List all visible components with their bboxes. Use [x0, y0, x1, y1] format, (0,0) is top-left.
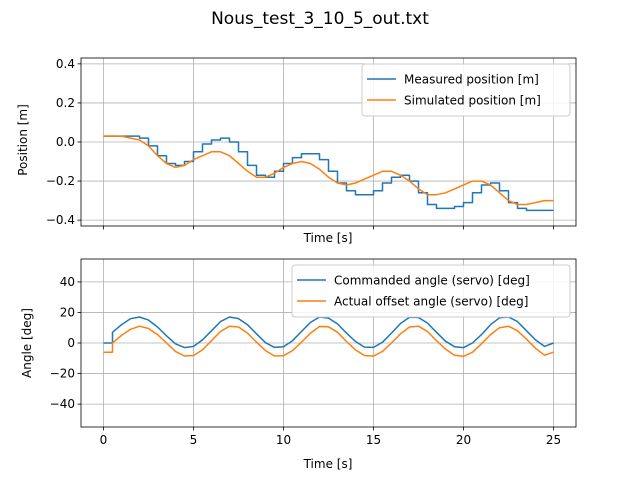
- angle-ytick-label: 40: [60, 275, 75, 289]
- position-legend-box: [361, 63, 571, 117]
- angle-xtick-label: 0: [100, 433, 108, 447]
- angle-ytick-label: −20: [50, 367, 75, 381]
- position-axes: −0.4−0.20.00.20.4 Time [s] Position [m] …: [16, 57, 577, 245]
- angle-ylabel: Angle [deg]: [20, 308, 34, 378]
- angle-legend-box: [291, 264, 571, 318]
- position-ylabel: Position [m]: [16, 104, 30, 176]
- angle-series-line-1: [103, 325, 554, 358]
- position-legend-label: Measured position [m]: [404, 73, 539, 87]
- angle-xtick-label: 15: [366, 433, 381, 447]
- angle-xtick-label: 20: [456, 433, 471, 447]
- angle-series-line-0: [103, 316, 554, 349]
- position-ytick-label: 0.2: [56, 96, 75, 110]
- figure-title: Nous_test_3_10_5_out.txt: [211, 9, 429, 29]
- position-legend: Measured position [m] Simulated position …: [361, 63, 571, 117]
- angle-xtick-label: 25: [546, 433, 561, 447]
- angle-axes: 0 5 10 15 20 25 −40 −20 0 20 40 Time [s] Angle [de…: [20, 258, 577, 471]
- position-ytick-label: −0.4: [46, 213, 75, 227]
- position-series-line-0: [103, 135, 554, 212]
- angle-legend-label: Actual offset angle (servo) [deg]: [334, 295, 528, 309]
- angle-xtick-label: 5: [190, 433, 198, 447]
- angle-ytick-label: −40: [50, 397, 75, 411]
- angle-xtick-label: 10: [276, 433, 291, 447]
- position-legend-label: Simulated position [m]: [404, 94, 541, 108]
- angle-ytick-label: 20: [60, 305, 75, 319]
- position-ytick-label: −0.2: [46, 174, 75, 188]
- angle-legend: Commanded angle (servo) [deg] Actual offs…: [291, 264, 571, 318]
- position-series-line-1: [103, 135, 554, 206]
- position-xlabel: Time [s]: [303, 231, 353, 245]
- position-ytick-label: 0.4: [56, 57, 75, 71]
- angle-legend-label: Commanded angle (servo) [deg]: [334, 274, 530, 288]
- angle-xlabel: Time [s]: [303, 457, 353, 471]
- position-ytick-label: 0.0: [56, 135, 75, 149]
- angle-ytick-label: 0: [67, 336, 75, 350]
